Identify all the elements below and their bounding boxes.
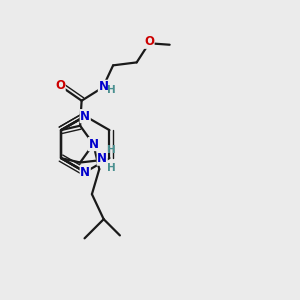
Text: H: H (107, 163, 116, 172)
Text: O: O (55, 79, 65, 92)
Text: O: O (144, 35, 154, 48)
Text: N: N (88, 138, 98, 151)
Text: H: H (107, 145, 116, 155)
Text: N: N (80, 166, 90, 178)
Text: H: H (107, 85, 116, 95)
Text: N: N (80, 110, 90, 123)
Text: N: N (97, 152, 107, 165)
Text: N: N (98, 80, 108, 93)
